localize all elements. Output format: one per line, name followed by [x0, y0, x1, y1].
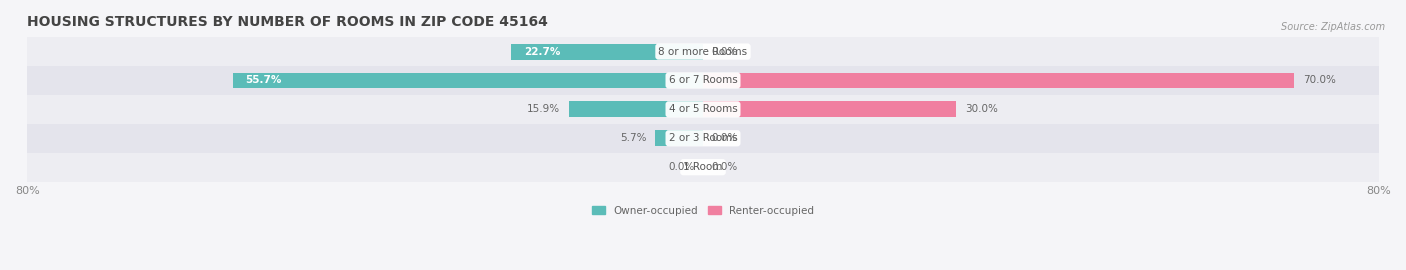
Text: 30.0%: 30.0% [965, 104, 998, 114]
Bar [655, 130, 703, 146]
Text: 1 Room: 1 Room [683, 162, 723, 172]
Bar [27, 124, 1379, 153]
Bar [27, 153, 1379, 182]
Bar [27, 37, 1379, 66]
Text: 8 or more Rooms: 8 or more Rooms [658, 46, 748, 56]
Bar [568, 102, 703, 117]
Bar [703, 73, 1294, 88]
Text: 4 or 5 Rooms: 4 or 5 Rooms [669, 104, 737, 114]
Bar [27, 95, 1379, 124]
Bar [27, 66, 1379, 95]
Bar [512, 44, 703, 59]
Text: 15.9%: 15.9% [527, 104, 560, 114]
Bar [232, 73, 703, 88]
Text: 0.0%: 0.0% [668, 162, 695, 172]
Text: Source: ZipAtlas.com: Source: ZipAtlas.com [1281, 22, 1385, 32]
Legend: Owner-occupied, Renter-occupied: Owner-occupied, Renter-occupied [588, 201, 818, 220]
Text: 6 or 7 Rooms: 6 or 7 Rooms [669, 76, 737, 86]
Text: 70.0%: 70.0% [1302, 76, 1336, 86]
Text: HOUSING STRUCTURES BY NUMBER OF ROOMS IN ZIP CODE 45164: HOUSING STRUCTURES BY NUMBER OF ROOMS IN… [27, 15, 548, 29]
Text: 0.0%: 0.0% [711, 162, 738, 172]
Text: 0.0%: 0.0% [711, 133, 738, 143]
Text: 5.7%: 5.7% [620, 133, 647, 143]
Text: 55.7%: 55.7% [245, 76, 281, 86]
Text: 22.7%: 22.7% [524, 46, 561, 56]
Bar [703, 102, 956, 117]
Text: 2 or 3 Rooms: 2 or 3 Rooms [669, 133, 737, 143]
Text: 0.0%: 0.0% [711, 46, 738, 56]
